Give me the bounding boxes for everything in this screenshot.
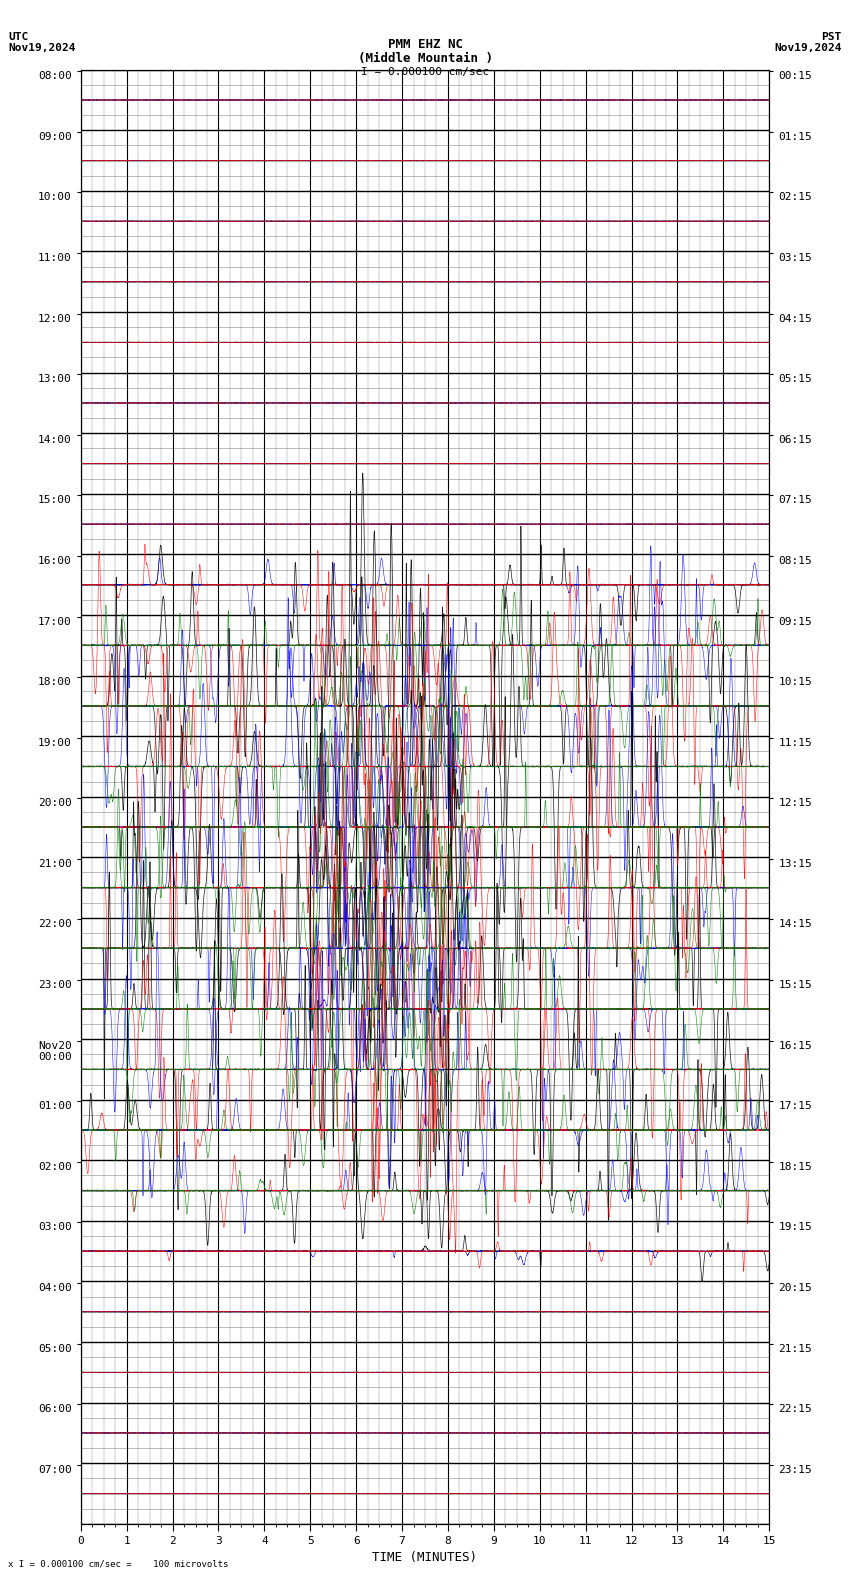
Text: I = 0.000100 cm/sec: I = 0.000100 cm/sec	[361, 67, 489, 76]
Text: (Middle Mountain ): (Middle Mountain )	[358, 52, 492, 65]
Text: PST
Nov19,2024: PST Nov19,2024	[774, 32, 842, 54]
Text: UTC
Nov19,2024: UTC Nov19,2024	[8, 32, 76, 54]
Text: PMM EHZ NC: PMM EHZ NC	[388, 38, 462, 51]
Text: x I = 0.000100 cm/sec =    100 microvolts: x I = 0.000100 cm/sec = 100 microvolts	[8, 1559, 229, 1568]
X-axis label: TIME (MINUTES): TIME (MINUTES)	[372, 1551, 478, 1563]
